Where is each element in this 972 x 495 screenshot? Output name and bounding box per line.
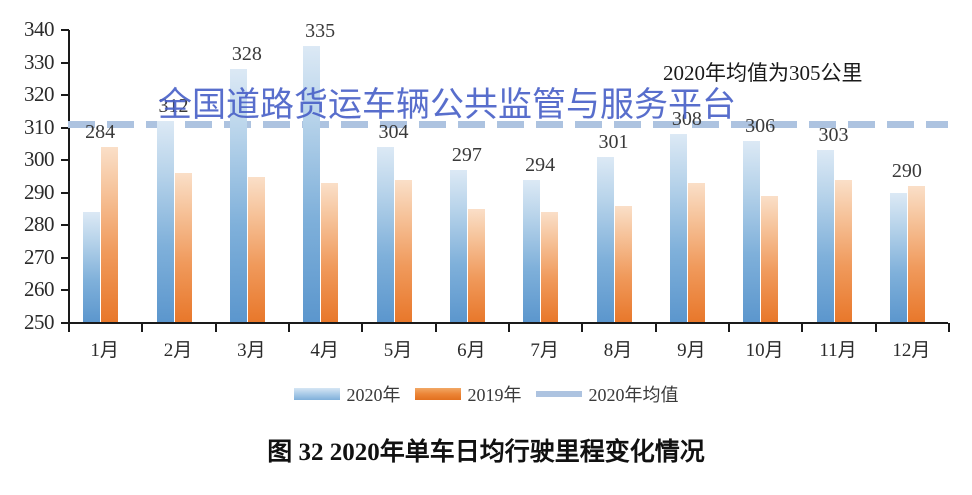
- x-axis-tick-mark: [581, 323, 584, 332]
- average-line: [68, 121, 948, 129]
- x-axis-tick-mark: [948, 323, 950, 332]
- bar-2019: [907, 186, 925, 323]
- x-axis-tick-mark: [434, 323, 437, 332]
- bar-2019: [467, 209, 485, 323]
- x-axis-tick-mark: [361, 323, 364, 332]
- figure-caption: 图 32 2020年单车日均行驶里程变化情况: [267, 439, 705, 466]
- bar-value-label: 303: [818, 124, 849, 147]
- x-axis-tick-label: 12月: [892, 340, 931, 361]
- y-axis-tick-mark: [61, 159, 69, 162]
- legend-label-average: 2020年均值: [588, 385, 679, 405]
- y-axis-tick-label: 250: [24, 310, 55, 334]
- bar-2020: [83, 212, 101, 323]
- y-axis-tick-mark: [61, 94, 69, 97]
- x-axis-tick-label: 11月: [819, 340, 857, 361]
- bar-value-label: 284: [85, 121, 116, 144]
- legend-label-2020: 2020年: [346, 385, 401, 405]
- x-axis-tick-label: 5月: [383, 340, 413, 361]
- bar-value-label: 306: [745, 114, 776, 137]
- y-axis-line: [68, 30, 70, 323]
- x-axis-tick-mark: [874, 323, 877, 332]
- x-axis-tick-label: 2月: [163, 340, 193, 361]
- bar-2020: [156, 121, 174, 323]
- bar-value-label: 335: [305, 20, 336, 43]
- y-axis-tick-label: 320: [24, 82, 55, 107]
- y-axis-tick-mark: [61, 191, 69, 194]
- bar-2020: [743, 140, 761, 323]
- legend-swatch-average-icon: [535, 391, 582, 397]
- bar-2019: [321, 183, 339, 323]
- y-axis-tick-mark: [61, 224, 69, 227]
- bar-value-label: 290: [891, 160, 922, 183]
- x-axis-tick-mark: [68, 323, 70, 332]
- bar-2019: [687, 183, 705, 323]
- bar-value-label: 297: [451, 143, 482, 166]
- x-axis-tick-label: 9月: [677, 340, 706, 361]
- bar-2020: [303, 46, 321, 323]
- bar-value-label: 308: [671, 108, 702, 131]
- y-axis-tick-mark: [61, 322, 69, 324]
- y-axis-tick-mark: [61, 289, 69, 292]
- x-axis-tick-label: 1月: [90, 340, 119, 361]
- x-axis-tick-mark: [654, 323, 657, 332]
- x-axis-tick-label: 6月: [457, 340, 486, 361]
- bar-value-label: 301: [598, 130, 629, 153]
- bar-2019: [394, 179, 412, 323]
- y-axis-tick-label: 260: [24, 277, 55, 302]
- legend-swatch-2019-icon: [414, 388, 461, 400]
- bar-2020: [523, 179, 541, 323]
- y-axis-tick-mark: [61, 61, 69, 64]
- bar-2019: [247, 176, 265, 323]
- bar-2019: [834, 179, 852, 323]
- average-annotation: 2020年均值为305公里: [663, 61, 863, 85]
- bar-2020: [229, 69, 247, 323]
- x-axis-tick-mark: [508, 323, 510, 332]
- y-axis-tick-mark: [61, 126, 69, 129]
- bar-2020: [449, 170, 467, 323]
- legend-swatch-2020-icon: [293, 388, 340, 400]
- x-axis-tick-mark: [288, 323, 290, 332]
- legend-item-2019[interactable]: 2019年: [414, 381, 522, 407]
- bar-value-label: 312: [158, 95, 189, 118]
- bar-2020: [816, 150, 834, 323]
- x-axis-tick-mark: [728, 323, 730, 332]
- bar-2020: [669, 134, 687, 323]
- x-axis-tick-label: 3月: [237, 340, 266, 361]
- chart-legend: 2020年 2019年 2020年均值: [0, 381, 972, 407]
- bar-2019: [541, 212, 559, 323]
- y-axis-tick-mark: [61, 256, 69, 259]
- bar-2019: [761, 196, 779, 323]
- x-axis-tick-mark: [801, 323, 804, 332]
- bar-value-label: 304: [378, 121, 409, 144]
- x-axis-tick-label: 10月: [745, 340, 784, 361]
- legend-item-2020[interactable]: 2020年: [293, 381, 401, 407]
- legend-label-2019: 2019年: [467, 385, 522, 405]
- bar-2019: [174, 173, 192, 323]
- bar-2019: [614, 205, 632, 323]
- x-axis-tick-label: 8月: [603, 340, 633, 361]
- x-axis-tick-mark: [214, 323, 217, 332]
- y-axis-tick-label: 330: [24, 49, 55, 74]
- y-axis-tick-label: 290: [24, 179, 55, 204]
- y-axis-tick-label: 300: [24, 147, 55, 172]
- bar-value-label: 294: [525, 153, 556, 176]
- y-axis-tick-mark: [61, 29, 69, 31]
- legend-item-average[interactable]: 2020年均值: [535, 381, 679, 407]
- y-axis-tick-label: 310: [24, 114, 55, 139]
- bar-2019: [101, 147, 119, 323]
- x-axis-tick-label: 4月: [310, 340, 339, 361]
- x-axis-tick-label: 7月: [530, 340, 559, 361]
- y-axis-tick-label: 280: [24, 212, 55, 237]
- bar-2020: [376, 147, 394, 323]
- bar-value-label: 328: [231, 43, 262, 66]
- bar-2020: [596, 156, 614, 323]
- y-axis-tick-label: 270: [24, 244, 55, 269]
- watermark-text: 全国道路货运车辆公共监管与服务平台: [158, 85, 736, 125]
- bar-2020: [889, 192, 907, 323]
- y-axis-tick-label: 340: [24, 17, 55, 41]
- x-axis-tick-mark: [141, 323, 144, 332]
- plot-area: [68, 30, 948, 323]
